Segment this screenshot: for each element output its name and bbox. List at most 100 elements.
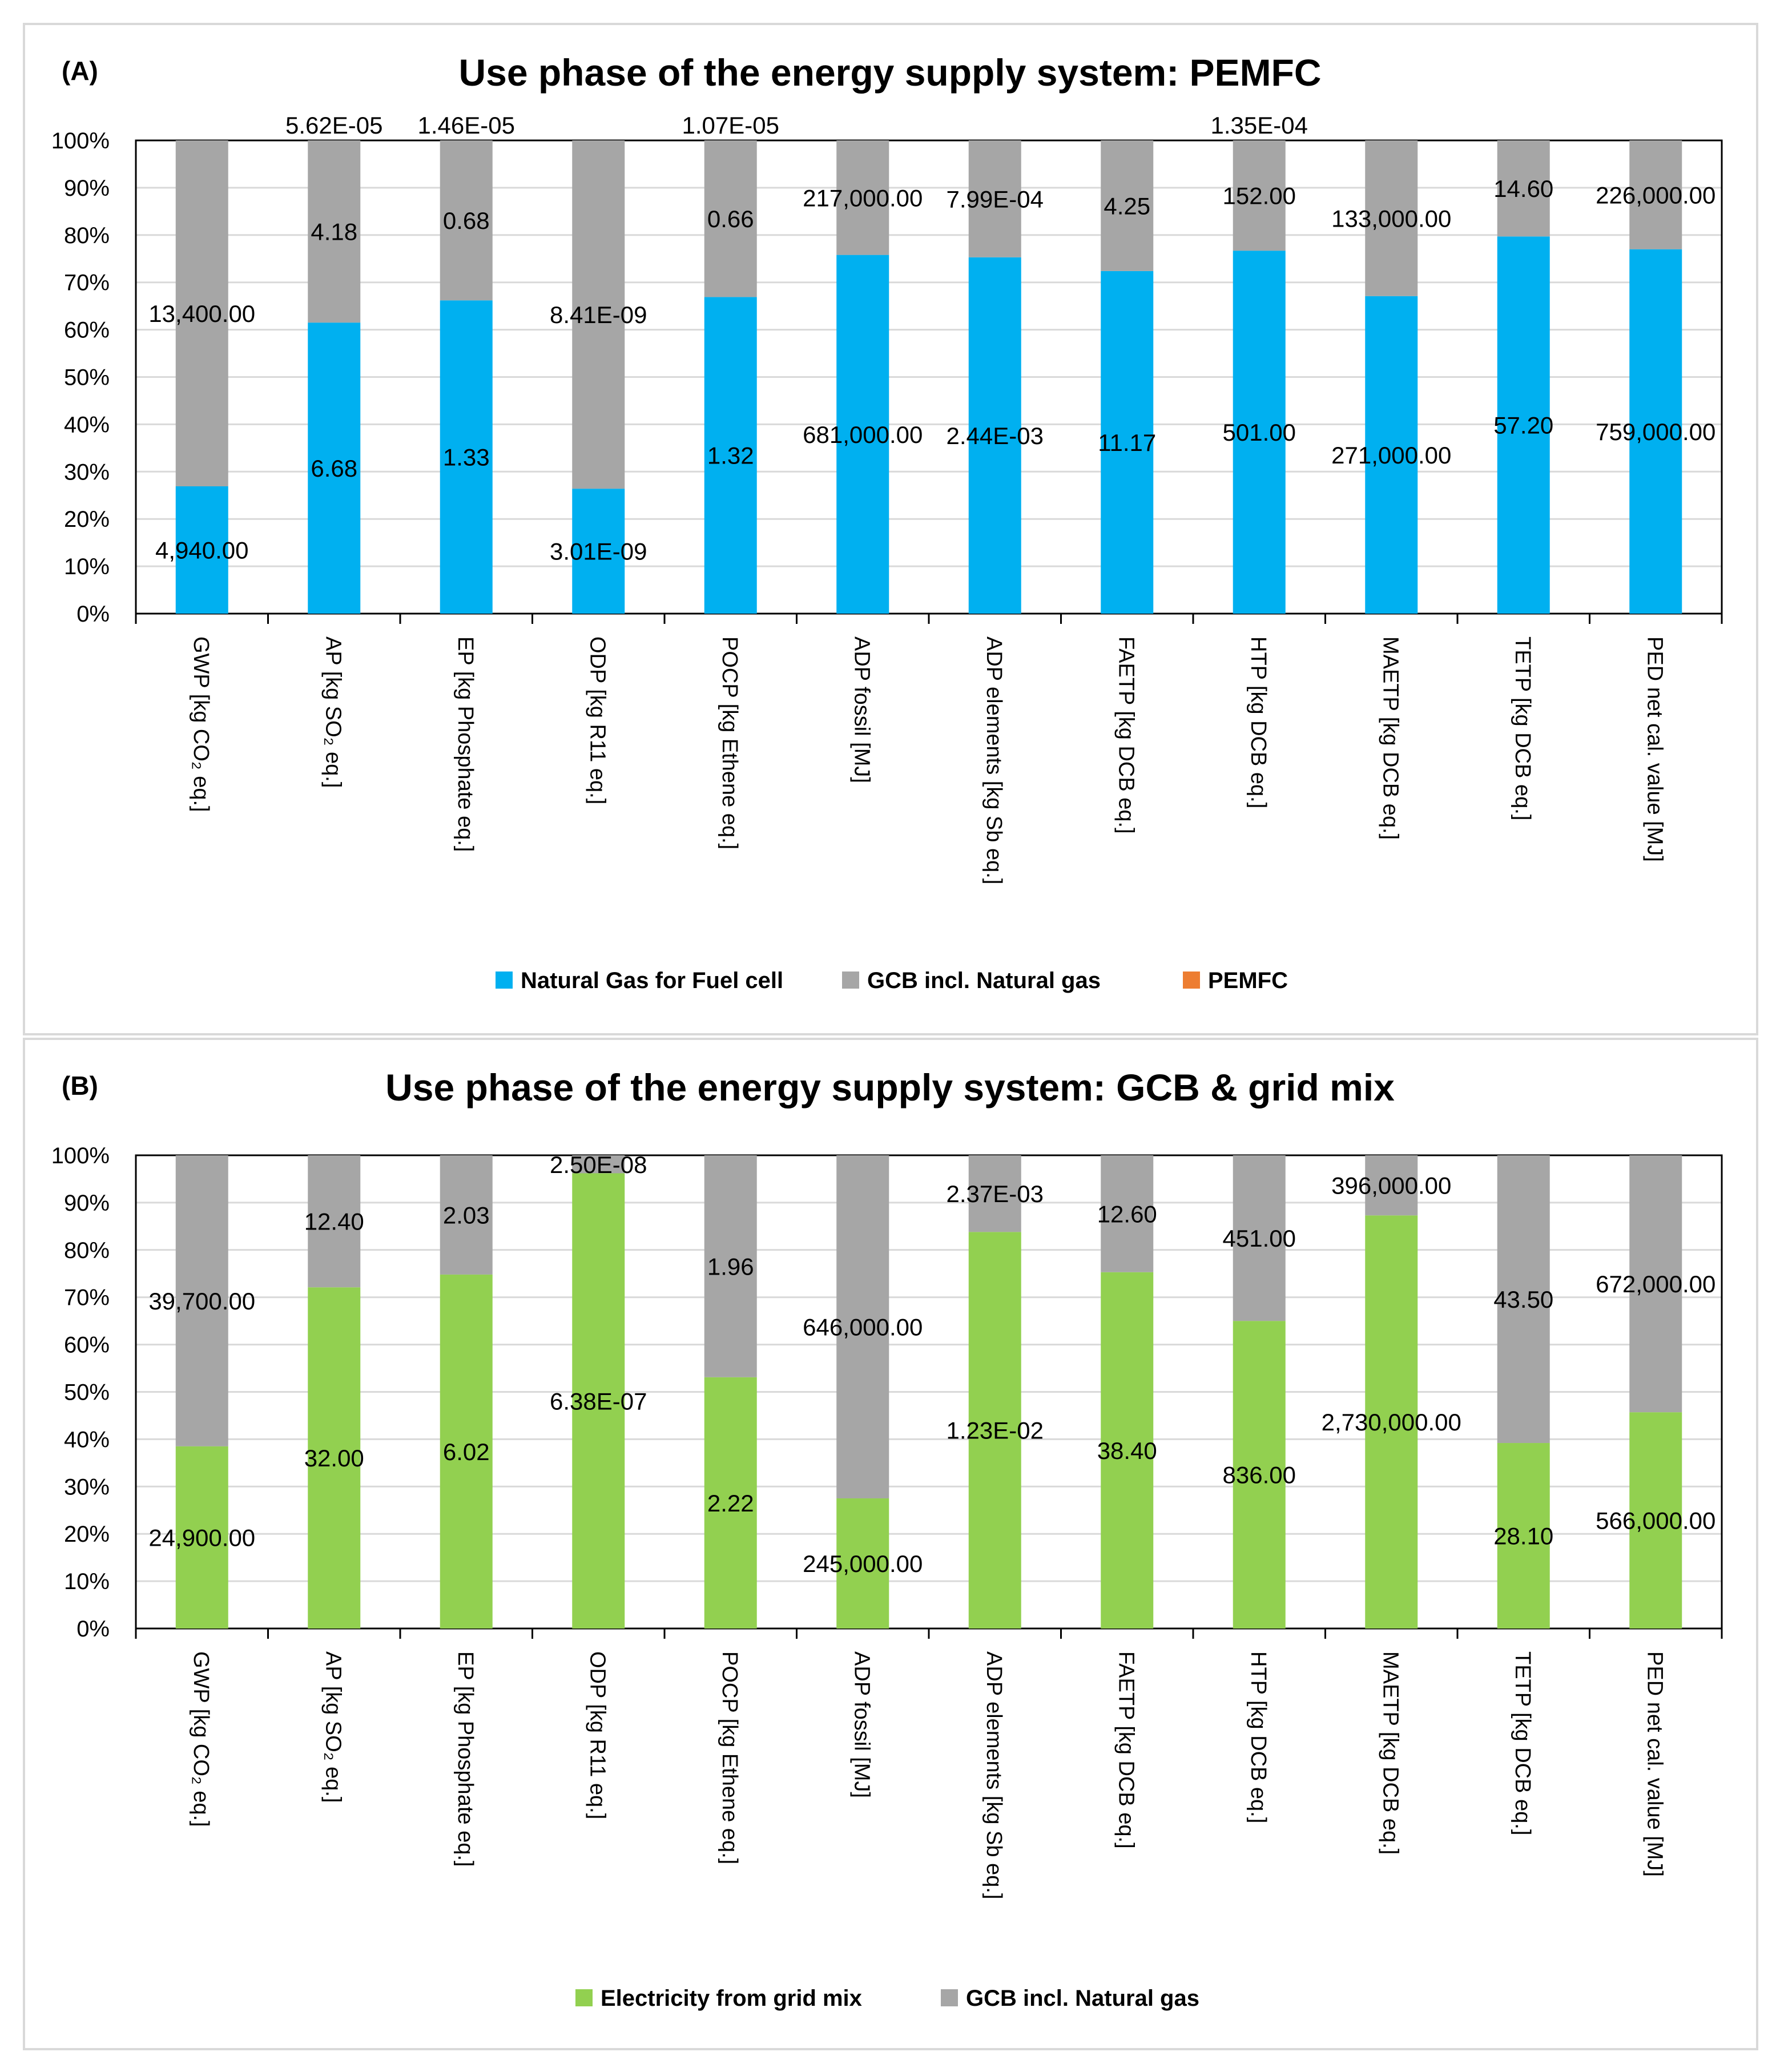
data-label: 14.60 [1493, 175, 1553, 202]
data-label: 28.10 [1493, 1523, 1553, 1550]
y-tick-label: 70% [64, 1285, 110, 1311]
bar-electricity-from-grid-mix [1233, 1321, 1286, 1628]
bar-natural-gas-for-fuel-cell [308, 323, 361, 614]
data-label: 1.23E-02 [947, 1417, 1044, 1444]
legend-swatch [575, 1989, 593, 2006]
bar-gcb-incl-natural-gas [1101, 1155, 1154, 1272]
y-tick-label: 100% [51, 1143, 110, 1168]
data-label: 271,000.00 [1331, 442, 1451, 469]
data-label: 7.99E-04 [947, 186, 1044, 212]
x-category-label: POCP [kg Ethene eq.] [718, 1651, 742, 1864]
y-tick-label: 60% [64, 318, 110, 343]
data-label: 0.68 [443, 207, 490, 234]
x-category-label: EP [kg Phosphate eq.] [453, 1651, 477, 1867]
bar-gcb-incl-natural-gas [308, 1155, 361, 1288]
y-tick-label: 10% [64, 554, 110, 579]
data-label: 6.02 [443, 1438, 490, 1465]
legend-swatch [1183, 971, 1200, 989]
legend-label: PEMFC [1208, 968, 1288, 993]
y-tick-label: 80% [64, 1238, 110, 1263]
legend-swatch [842, 971, 859, 989]
y-tick-label: 0% [76, 1617, 110, 1642]
data-label: 501.00 [1223, 419, 1296, 446]
x-category-label: POCP [kg Ethene eq.] [718, 636, 742, 849]
x-category-label: FAETP [kg DCB eq.] [1114, 1651, 1138, 1849]
data-label: 12.40 [304, 1208, 364, 1235]
data-label: 43.50 [1493, 1286, 1553, 1313]
data-label: 396,000.00 [1331, 1172, 1451, 1199]
bar-gcb-incl-natural-gas [440, 140, 493, 301]
data-label: 4.25 [1104, 192, 1150, 219]
bar-gcb-incl-natural-gas [704, 140, 757, 297]
chart-title: Use phase of the energy supply system: G… [385, 1066, 1395, 1108]
panel-label: (B) [62, 1071, 98, 1101]
y-tick-label: 30% [64, 1474, 110, 1499]
data-label: 245,000.00 [803, 1550, 923, 1577]
bar-gcb-incl-natural-gas [1365, 1155, 1418, 1216]
y-tick-label: 90% [64, 1191, 110, 1216]
data-label: 152.00 [1223, 183, 1296, 209]
bar-electricity-from-grid-mix [1101, 1272, 1154, 1628]
x-category-label: PED net cal. value [MJ] [1642, 636, 1666, 862]
data-label: 3.01E-09 [550, 538, 647, 565]
bar-natural-gas-for-fuel-cell [572, 489, 625, 614]
data-label: 2.50E-08 [550, 1151, 647, 1178]
data-label: 4,940.00 [155, 537, 249, 563]
legend-swatch [496, 971, 513, 989]
y-tick-label: 50% [64, 1380, 110, 1405]
bar-natural-gas-for-fuel-cell [704, 297, 757, 614]
y-tick-label: 0% [76, 602, 110, 627]
bar-natural-gas-for-fuel-cell [968, 257, 1021, 614]
bar-gcb-incl-natural-gas [968, 1155, 1021, 1232]
bar-natural-gas-for-fuel-cell [1233, 251, 1286, 614]
data-label: 11.17 [1098, 429, 1156, 456]
bar-natural-gas-for-fuel-cell [440, 300, 493, 614]
chart-panel-b: (B) Use phase of the energy supply system… [51, 1066, 1723, 2011]
data-label: 1.35E-04 [1211, 112, 1308, 139]
bar-gcb-incl-natural-gas [1629, 140, 1682, 249]
x-category-label: FAETP [kg DCB eq.] [1114, 636, 1138, 834]
x-category-label: ADP fossil [MJ] [849, 1651, 873, 1798]
y-tick-label: 10% [64, 1569, 110, 1594]
bar-gcb-incl-natural-gas [1365, 140, 1418, 296]
data-label: 672,000.00 [1596, 1271, 1715, 1297]
data-label: 4.18 [311, 219, 357, 245]
data-label: 2.22 [707, 1490, 754, 1517]
bar-gcb-incl-natural-gas [440, 1155, 493, 1275]
data-label: 836.00 [1223, 1462, 1296, 1489]
data-label: 646,000.00 [803, 1314, 923, 1341]
bar-gcb-incl-natural-gas [572, 1155, 625, 1174]
data-label: 1.07E-05 [682, 112, 779, 139]
x-category-label: EP [kg Phosphate eq.] [453, 636, 477, 852]
data-label: 24,900.00 [148, 1524, 255, 1551]
bar-natural-gas-for-fuel-cell [175, 486, 228, 614]
data-label: 39,700.00 [148, 1288, 255, 1315]
x-category-label: ODP [kg R11 eq.] [585, 636, 609, 804]
data-label: 133,000.00 [1331, 205, 1451, 232]
data-label: 6.38E-07 [550, 1388, 647, 1414]
bar-gcb-incl-natural-gas [1497, 140, 1550, 237]
x-category-label: AP [kg SO₂ eq.] [321, 1651, 345, 1803]
bar-gcb-incl-natural-gas [175, 1155, 228, 1446]
bar-gcb-incl-natural-gas [175, 140, 228, 486]
bar-electricity-from-grid-mix [1365, 1215, 1418, 1628]
bar-gcb-incl-natural-gas [572, 140, 625, 489]
bar-electricity-from-grid-mix [175, 1446, 228, 1628]
bar-natural-gas-for-fuel-cell [1497, 236, 1550, 614]
bar-electricity-from-grid-mix [1629, 1412, 1682, 1628]
data-label: 8.41E-09 [550, 301, 647, 328]
data-label: 759,000.00 [1596, 418, 1715, 445]
bar-natural-gas-for-fuel-cell [836, 255, 889, 614]
x-category-label: ODP [kg R11 eq.] [585, 1651, 609, 1819]
y-tick-label: 30% [64, 459, 110, 485]
chart-panel-a: (A) Use phase of the energy supply system… [51, 51, 1723, 993]
x-category-label: PED net cal. value [MJ] [1642, 1651, 1666, 1877]
data-label: 2.03 [443, 1202, 490, 1228]
x-category-label: GWP [kg CO₂ eq.] [189, 636, 213, 812]
data-label: 1.33 [443, 444, 490, 471]
bar-electricity-from-grid-mix [572, 1173, 625, 1628]
data-label: 5.62E-05 [285, 112, 382, 139]
y-tick-label: 80% [64, 223, 110, 248]
legend-label: Natural Gas for Fuel cell [521, 968, 783, 993]
